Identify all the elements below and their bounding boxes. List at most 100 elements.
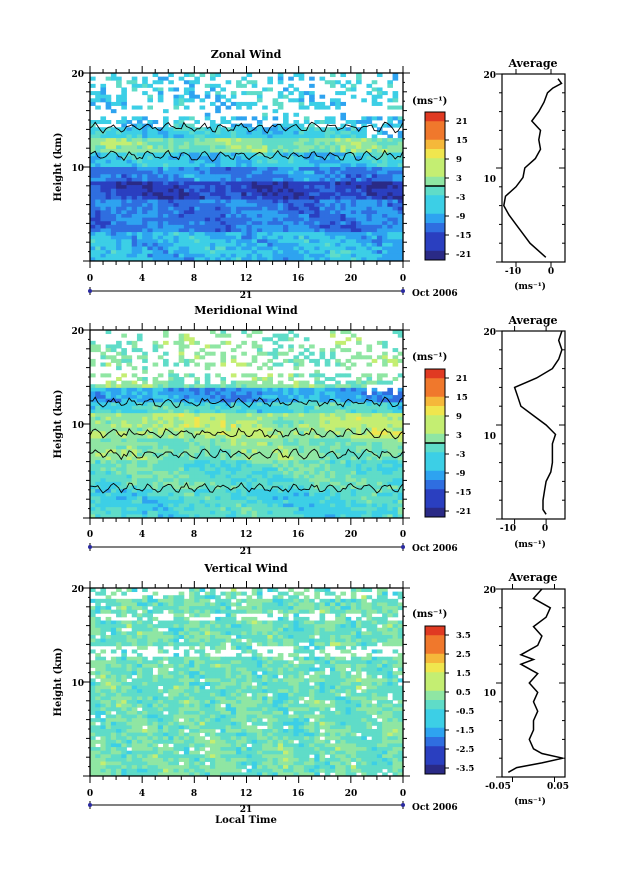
heatmap-cell bbox=[225, 224, 232, 229]
heatmap-cell bbox=[142, 413, 148, 418]
heatmap-cell bbox=[335, 398, 341, 403]
heatmap-cell bbox=[366, 467, 373, 472]
heatmap-cell bbox=[340, 145, 347, 150]
heatmap-cell bbox=[189, 141, 195, 146]
heatmap-cell bbox=[194, 380, 200, 385]
heatmap-cell bbox=[157, 257, 164, 261]
heatmap-cell bbox=[272, 163, 279, 168]
heatmap-cell bbox=[267, 438, 273, 443]
heatmap-cell bbox=[189, 253, 195, 258]
heatmap-cell bbox=[329, 442, 336, 447]
heatmap-cell bbox=[236, 80, 242, 85]
heatmap-cell bbox=[131, 416, 138, 421]
heatmap-cell bbox=[215, 492, 221, 497]
heatmap-cell bbox=[136, 246, 143, 251]
heatmap-cell bbox=[277, 362, 284, 367]
heatmap-cell bbox=[131, 203, 138, 208]
heatmap-cell bbox=[178, 181, 185, 186]
heatmap-cell bbox=[272, 206, 279, 211]
heatmap-cell bbox=[376, 138, 383, 143]
heatmap-cell bbox=[90, 224, 96, 229]
heatmap-cell bbox=[121, 239, 127, 244]
heatmap-cell bbox=[116, 427, 122, 432]
heatmap-cell bbox=[199, 138, 206, 143]
heatmap-cell bbox=[100, 163, 107, 168]
heatmap-cell bbox=[173, 507, 180, 512]
heatmap-cell bbox=[303, 355, 310, 360]
heatmap-cell bbox=[157, 159, 164, 164]
heatmap-cell bbox=[283, 250, 289, 255]
heatmap-cell bbox=[121, 253, 127, 258]
heatmap-cell bbox=[277, 188, 284, 193]
heatmap-cell bbox=[267, 442, 273, 447]
heatmap-cell bbox=[345, 405, 352, 410]
heatmap-cell bbox=[204, 445, 211, 450]
heatmap-cell bbox=[293, 366, 300, 371]
heatmap-cell bbox=[277, 257, 284, 261]
heatmap-cell bbox=[335, 228, 341, 233]
heatmap-cell bbox=[324, 492, 331, 497]
heatmap-cell bbox=[136, 167, 143, 172]
heatmap-cell bbox=[241, 174, 247, 179]
heatmap-cell bbox=[204, 478, 211, 483]
heatmap-cell bbox=[277, 80, 284, 85]
heatmap-cell bbox=[199, 496, 206, 501]
heatmap-cell bbox=[256, 170, 263, 175]
heatmap-cell bbox=[376, 170, 383, 175]
heatmap-cell bbox=[319, 387, 326, 392]
heatmap-cell bbox=[178, 141, 185, 146]
heatmap-cell bbox=[272, 449, 279, 454]
heatmap-cell bbox=[105, 156, 112, 161]
heatmap-cell bbox=[272, 391, 279, 396]
heatmap-cell bbox=[142, 152, 148, 157]
heatmap-cell bbox=[293, 141, 300, 146]
heatmap-cell bbox=[397, 228, 403, 233]
heatmap-cell bbox=[225, 188, 232, 193]
zonal-cb-tick-21: 21 bbox=[456, 117, 468, 127]
heatmap-cell bbox=[272, 348, 279, 353]
heatmap-cell bbox=[256, 246, 263, 251]
heatmap-cell bbox=[340, 456, 347, 461]
heatmap-cell bbox=[194, 377, 200, 382]
heatmap-cell bbox=[335, 210, 341, 215]
heatmap-cell bbox=[168, 152, 174, 157]
heatmap-cell bbox=[361, 474, 367, 479]
heatmap-cell bbox=[236, 228, 242, 233]
heatmap-cell bbox=[329, 413, 336, 418]
heatmap-cell bbox=[100, 507, 107, 512]
heatmap-cell bbox=[220, 416, 227, 421]
heatmap-cell bbox=[173, 445, 180, 450]
heatmap-cell bbox=[267, 185, 273, 190]
heatmap-cell bbox=[163, 232, 169, 237]
heatmap-cell bbox=[356, 217, 362, 222]
heatmap-cell bbox=[100, 159, 107, 164]
heatmap-cell bbox=[262, 87, 268, 92]
heatmap-cell bbox=[220, 170, 227, 175]
heatmap-cell bbox=[288, 489, 294, 494]
heatmap-cell bbox=[147, 138, 153, 143]
heatmap-cell bbox=[152, 467, 159, 472]
heatmap-cell bbox=[371, 87, 378, 92]
heatmap-cell bbox=[209, 203, 216, 208]
heatmap-cell bbox=[246, 195, 253, 200]
heatmap-cell bbox=[183, 358, 190, 363]
zonal-cb-tick-9: 9 bbox=[456, 155, 462, 165]
heatmap-cell bbox=[215, 467, 221, 472]
heatmap-cell bbox=[204, 257, 211, 261]
zonal-xtick-4: 4 bbox=[139, 274, 145, 284]
heatmap-cell bbox=[309, 351, 315, 356]
heatmap-cell bbox=[173, 152, 180, 157]
heatmap-cell bbox=[157, 210, 164, 215]
heatmap-cell bbox=[293, 478, 300, 483]
heatmap-cell bbox=[283, 485, 289, 490]
heatmap-cell bbox=[356, 463, 362, 468]
heatmap-cell bbox=[361, 463, 367, 468]
heatmap-cell bbox=[116, 344, 122, 349]
heatmap-cell bbox=[277, 221, 284, 226]
heatmap-cell bbox=[314, 203, 320, 208]
heatmap-cell bbox=[126, 456, 133, 461]
heatmap-cell bbox=[199, 253, 206, 258]
heatmap-cell bbox=[324, 217, 331, 222]
heatmap-cell bbox=[335, 507, 341, 512]
heatmap-cell bbox=[215, 496, 221, 501]
